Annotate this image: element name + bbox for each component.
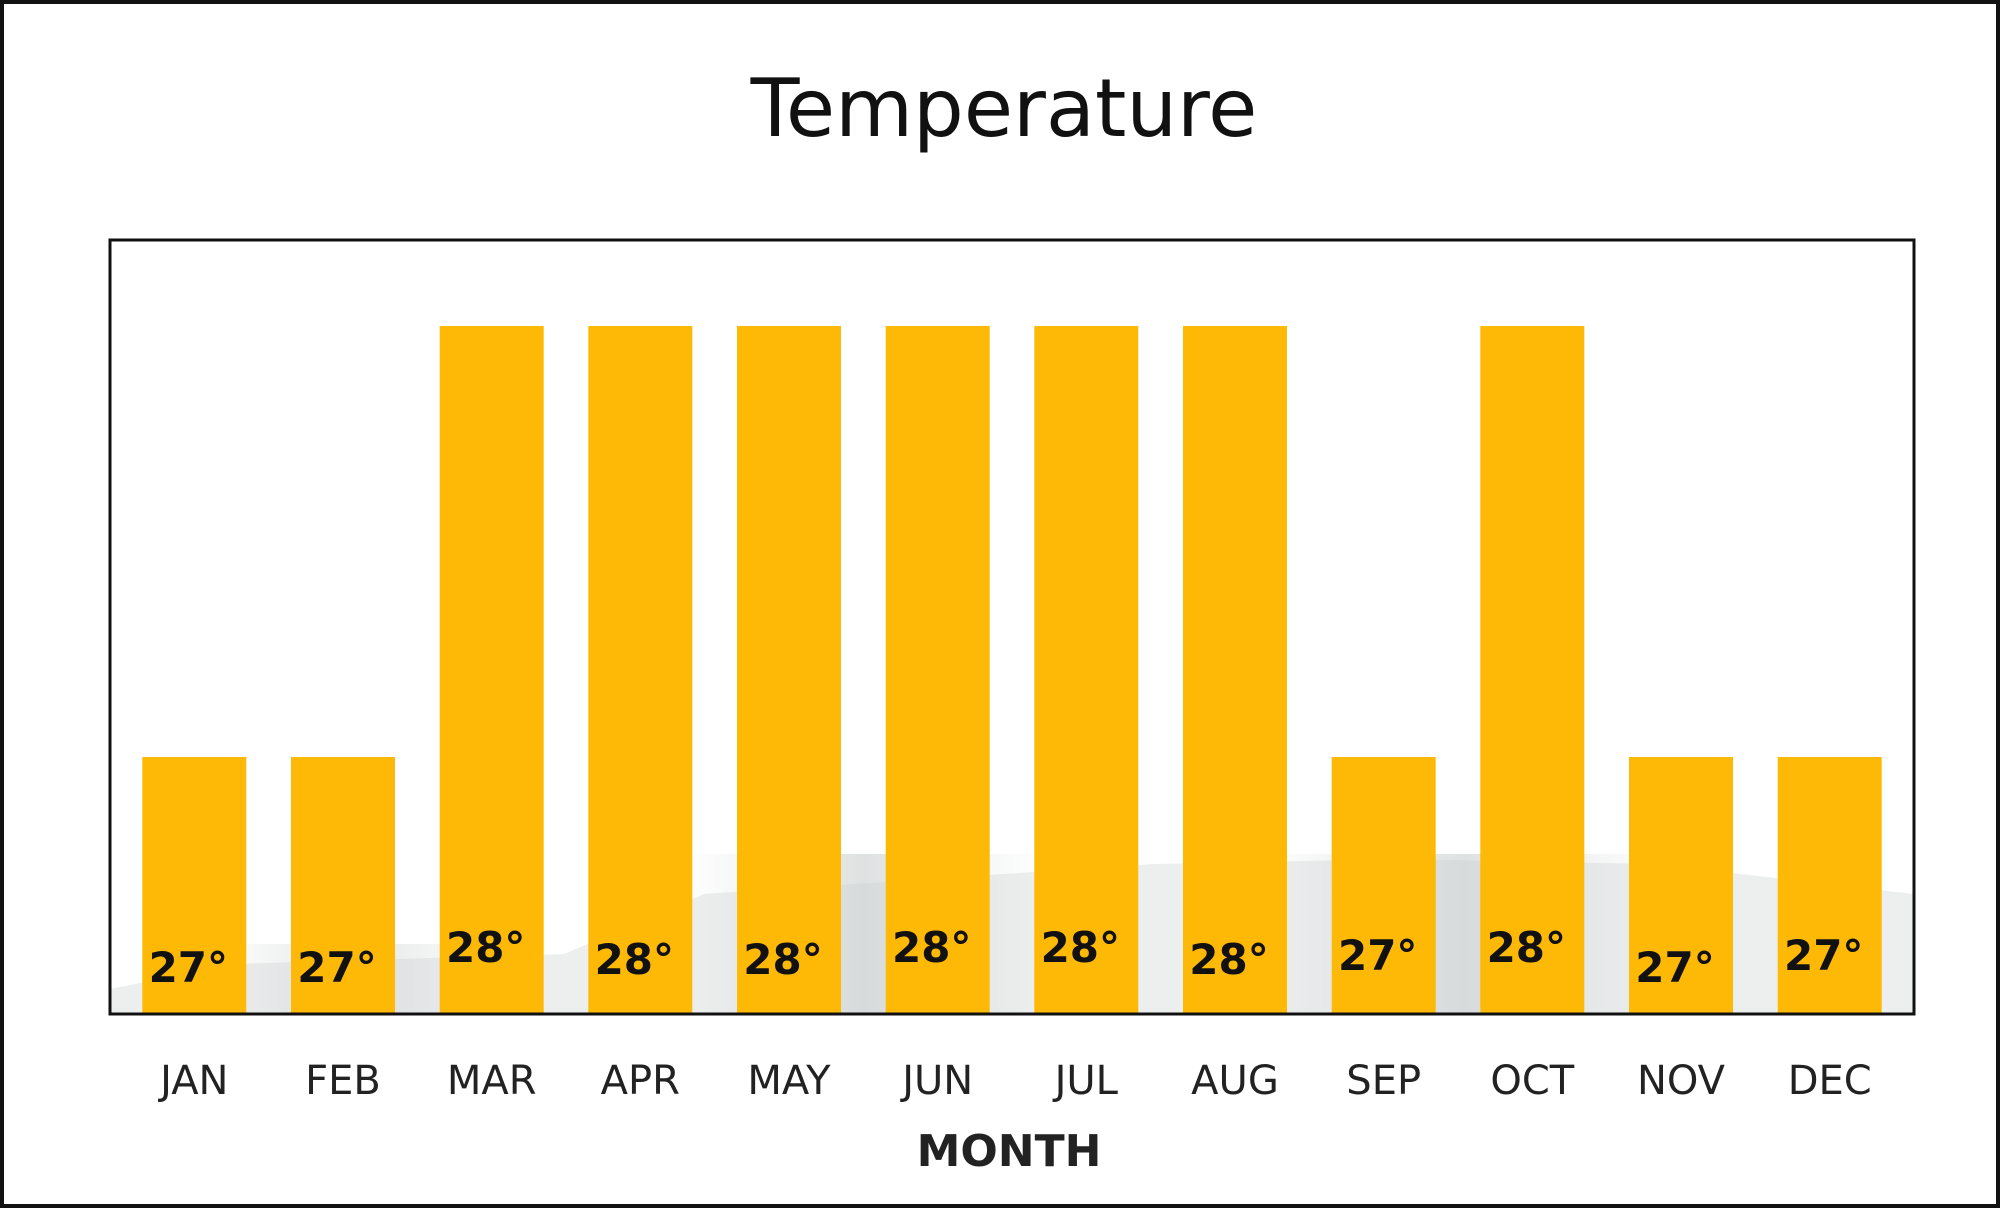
data-labels-group: 27° 27° 28° 28° 28° 28° 28° 28° 27° 28° 27° 27°: [149, 923, 1864, 992]
x-tick-sep: SEP: [1346, 1058, 1421, 1104]
bar-jul: [1034, 326, 1139, 1014]
x-tick-may: MAY: [747, 1058, 831, 1104]
x-tick-feb: FEB: [305, 1058, 381, 1104]
data-label-feb: 27°: [297, 943, 376, 992]
x-tick-aug: AUG: [1191, 1058, 1279, 1104]
x-tick-oct: OCT: [1490, 1058, 1574, 1104]
bars-group: [142, 326, 1882, 1014]
bar-nov: [1629, 757, 1733, 1014]
bar-oct: [1480, 326, 1585, 1014]
data-label-sep: 27°: [1338, 931, 1417, 980]
data-label-dec: 27°: [1784, 931, 1863, 980]
data-label-jan: 27°: [149, 943, 228, 992]
bar-aug: [1183, 326, 1287, 1014]
x-tick-labels: JAN FEB MAR APR MAY JUN JUL AUG SEP OCT NOV DEC: [157, 1058, 1872, 1104]
x-tick-mar: MAR: [447, 1058, 537, 1104]
data-label-jul: 28°: [1041, 923, 1120, 972]
data-label-mar: 28°: [446, 923, 525, 972]
data-label-oct: 28°: [1487, 923, 1566, 972]
chart-plot: 27° 27° 28° 28° 28° 28° 28° 28° 27° 28° 27° 27° JAN…: [108, 238, 1916, 1104]
bar-jun: [885, 326, 990, 1014]
x-tick-jun: JUN: [899, 1058, 973, 1104]
bar-may: [737, 326, 841, 1014]
x-tick-jul: JUL: [1052, 1058, 1119, 1104]
data-label-aug: 28°: [1189, 935, 1268, 984]
data-label-jun: 28°: [892, 923, 971, 972]
x-tick-jan: JAN: [157, 1058, 228, 1104]
bar-jan: [142, 757, 247, 1014]
bar-dec: [1777, 757, 1882, 1014]
x-tick-nov: NOV: [1637, 1058, 1726, 1104]
chart-title: Temperature: [750, 62, 1258, 155]
x-axis-label: MONTH: [916, 1126, 1102, 1177]
plot-area-border: [108, 238, 1916, 1016]
data-label-may: 28°: [743, 935, 822, 984]
data-label-nov: 27°: [1635, 943, 1714, 992]
x-tick-dec: DEC: [1788, 1058, 1872, 1104]
x-tick-apr: APR: [601, 1058, 680, 1104]
bar-feb: [291, 757, 395, 1014]
data-label-apr: 28°: [595, 935, 674, 984]
bar-sep: [1331, 757, 1436, 1014]
bar-mar: [439, 326, 544, 1014]
bar-apr: [588, 326, 693, 1014]
